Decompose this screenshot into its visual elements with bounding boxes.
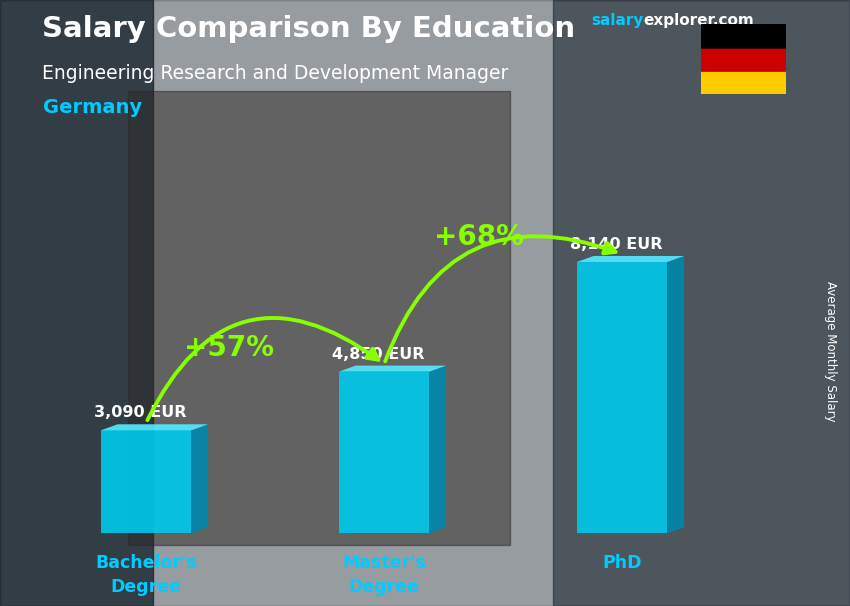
Text: 4,850 EUR: 4,850 EUR [332, 347, 424, 362]
FancyBboxPatch shape [700, 70, 787, 95]
FancyBboxPatch shape [700, 46, 787, 72]
Polygon shape [667, 256, 684, 533]
Text: explorer.com: explorer.com [643, 13, 754, 28]
Polygon shape [577, 256, 684, 262]
Polygon shape [101, 424, 208, 430]
Text: Germany: Germany [42, 98, 142, 117]
Text: 8,140 EUR: 8,140 EUR [570, 237, 662, 252]
Polygon shape [339, 365, 446, 371]
Text: Engineering Research and Development Manager: Engineering Research and Development Man… [42, 64, 509, 82]
FancyBboxPatch shape [700, 23, 787, 48]
Text: Salary Comparison By Education: Salary Comparison By Education [42, 15, 575, 43]
Text: salary: salary [591, 13, 643, 28]
Text: +57%: +57% [184, 335, 275, 362]
Text: 3,090 EUR: 3,090 EUR [94, 405, 186, 421]
Polygon shape [429, 365, 446, 533]
Text: +68%: +68% [434, 224, 524, 251]
Polygon shape [577, 262, 667, 533]
Polygon shape [339, 371, 429, 533]
Polygon shape [191, 424, 208, 533]
Polygon shape [101, 430, 191, 533]
Text: Average Monthly Salary: Average Monthly Salary [824, 281, 837, 422]
